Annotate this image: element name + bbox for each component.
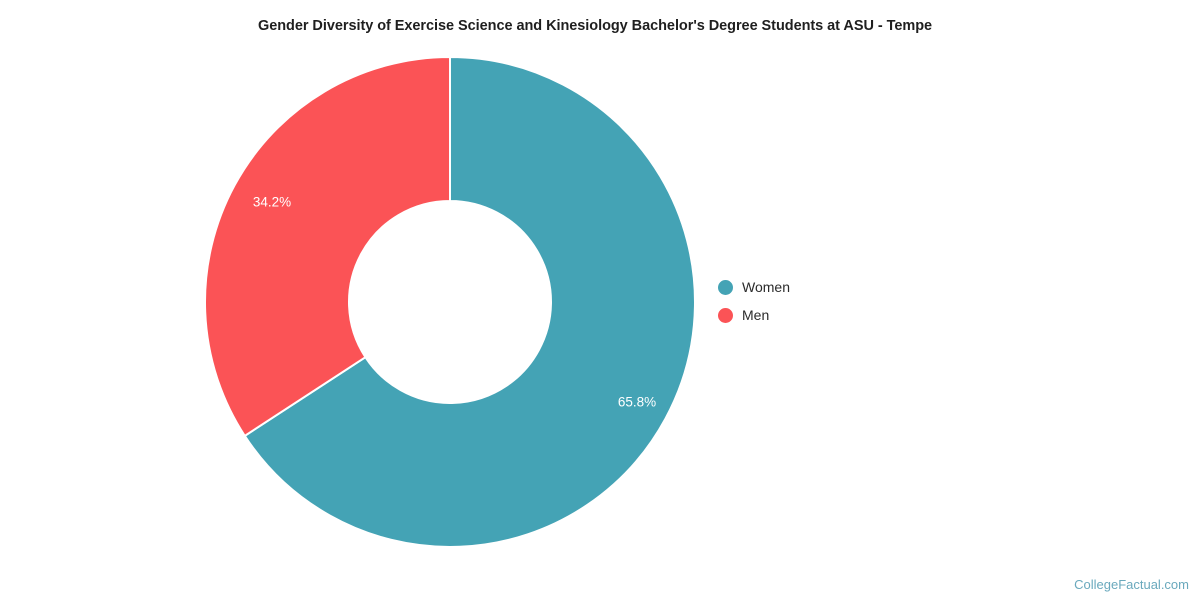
pie-slice-women[interactable] (243, 55, 696, 548)
legend-swatch-circle-icon (718, 307, 733, 323)
legend-item-men[interactable]: Men (718, 307, 790, 323)
legend-item-label: Men (742, 307, 770, 323)
pie-slice-value-label: 34.2% (253, 195, 291, 210)
pie-slice-labels-group: 65.8% 34.2% (253, 195, 656, 410)
pie-slice-men[interactable] (204, 55, 451, 438)
pie-slices-group (204, 55, 696, 548)
pie-slice-value-label: 65.8% (618, 395, 656, 410)
legend-item-women[interactable]: Women (718, 279, 790, 295)
legend-swatch-circle-icon (718, 279, 733, 295)
page-title: Gender Diversity of Exercise Science and… (257, 18, 933, 34)
watermark-attribution: CollegeFactual.com (1074, 577, 1189, 592)
legend-item-label: Women (742, 279, 790, 295)
chart-legend: Women Men (718, 279, 790, 323)
